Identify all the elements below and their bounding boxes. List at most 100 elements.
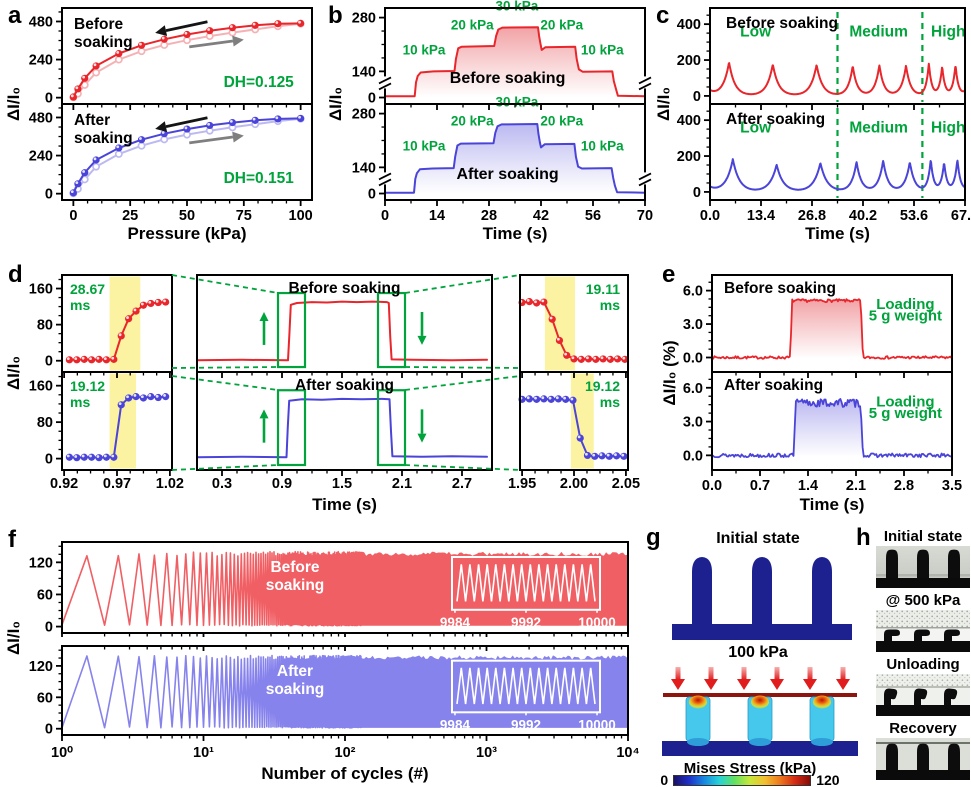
svg-text:1.95: 1.95 — [508, 476, 536, 492]
svg-text:14: 14 — [429, 208, 445, 224]
svg-text:After: After — [74, 112, 110, 129]
svg-text:0.97: 0.97 — [103, 476, 131, 492]
panel-letter-g: g — [646, 524, 661, 551]
svg-text:2.00: 2.00 — [560, 476, 588, 492]
photo-unloading — [876, 674, 970, 716]
svg-text:Before: Before — [270, 559, 319, 576]
svg-text:20 kPa: 20 kPa — [540, 114, 583, 129]
svg-text:0.3: 0.3 — [212, 476, 232, 492]
svg-text:10⁴: 10⁴ — [616, 745, 639, 761]
svg-text:soaking: soaking — [266, 577, 325, 594]
svg-text:70: 70 — [637, 208, 653, 224]
svg-text:240: 240 — [29, 149, 53, 165]
svg-text:High: High — [931, 120, 965, 137]
svg-text:2.7: 2.7 — [452, 476, 472, 492]
svg-text:Loading: Loading — [876, 393, 934, 410]
svg-text:10²: 10² — [335, 745, 356, 761]
panel-d-xlabel: Time (s) — [312, 495, 377, 514]
panel-a: a ΔI/I₀ Before soaking DH=0.125 0 240 480 Afte… — [0, 0, 320, 252]
svg-text:0: 0 — [693, 185, 701, 201]
photo-label-initial: Initial state — [883, 528, 963, 545]
svg-text:After soaking: After soaking — [456, 166, 558, 183]
svg-text:2.8: 2.8 — [894, 478, 914, 494]
svg-text:5 g weight: 5 g weight — [869, 308, 942, 325]
photo-label-unloading: Unloading — [886, 656, 960, 673]
fem-loaded-comb-graphic — [662, 667, 858, 756]
svg-text:0: 0 — [69, 208, 77, 224]
svg-text:Medium: Medium — [849, 24, 908, 41]
panel-d: d ΔI/I₀ 28.67 ms 0 80 160 19.12 ms 0 80 160 Before… — [0, 255, 660, 520]
svg-text:0.0: 0.0 — [702, 478, 722, 494]
svg-text:3.0: 3.0 — [683, 317, 703, 333]
svg-text:0: 0 — [45, 91, 53, 107]
panel-a-xlabel: Pressure (kPa) — [127, 224, 247, 243]
svg-text:ms: ms — [600, 394, 620, 410]
svg-text:0: 0 — [381, 208, 389, 224]
fem-initial-state-title: Initial state — [716, 530, 800, 547]
svg-text:soaking: soaking — [74, 34, 133, 51]
svg-text:1.02: 1.02 — [156, 476, 184, 492]
panel-h: h Initial state @ 500 kPa Unloading — [856, 520, 971, 787]
svg-text:20 kPa: 20 kPa — [451, 18, 494, 33]
colorbar-title: Mises Stress (kPa) — [683, 760, 817, 777]
svg-text:9984: 9984 — [440, 615, 471, 630]
svg-text:120: 120 — [29, 555, 53, 571]
svg-text:ms: ms — [70, 394, 90, 410]
photo-initial-state — [876, 546, 970, 588]
svg-text:10 kPa: 10 kPa — [581, 42, 624, 57]
series-unloading — [69, 114, 305, 197]
svg-text:10⁰: 10⁰ — [51, 745, 73, 761]
svg-text:Low: Low — [740, 120, 772, 137]
svg-text:30 kPa: 30 kPa — [495, 0, 538, 13]
svg-text:400: 400 — [677, 17, 701, 33]
svg-text:5 g weight: 5 g weight — [869, 405, 942, 422]
svg-text:soaking: soaking — [74, 130, 133, 147]
svg-text:240: 240 — [29, 53, 53, 69]
svg-text:2.1: 2.1 — [392, 476, 412, 492]
svg-text:0.92: 0.92 — [50, 476, 78, 492]
pillar-shape — [812, 557, 832, 624]
svg-text:Before soaking: Before soaking — [289, 280, 401, 297]
panel-f: f ΔI/I₀ 9984 9992 10000 Before soaking 0 60 120… — [0, 520, 660, 787]
svg-text:0.9: 0.9 — [272, 476, 292, 492]
svg-text:10000: 10000 — [578, 615, 616, 630]
svg-text:140: 140 — [352, 64, 376, 80]
svg-text:10 kPa: 10 kPa — [403, 138, 446, 153]
svg-text:Before soaking: Before soaking — [724, 280, 836, 297]
svg-text:140: 140 — [352, 160, 376, 176]
svg-text:6.0: 6.0 — [683, 284, 703, 300]
panel-letter-e: e — [662, 261, 676, 288]
svg-text:0: 0 — [45, 722, 53, 738]
svg-text:2.1: 2.1 — [846, 478, 866, 494]
svg-text:High: High — [931, 24, 965, 41]
svg-text:After soaking: After soaking — [295, 377, 394, 394]
stressed-pillars — [685, 695, 835, 742]
pillar-shape — [752, 557, 772, 624]
colorbar-min-label: 0 — [660, 772, 669, 787]
colorbar-max-label: 120 — [816, 772, 840, 787]
panel-letter-b: b — [328, 2, 343, 29]
photo-at-500kpa — [876, 610, 970, 652]
panel-e-xlabel: Time (s) — [799, 495, 865, 514]
svg-text:0: 0 — [45, 452, 53, 468]
svg-text:160: 160 — [29, 282, 53, 298]
panel-c-xlabel: Time (s) — [805, 224, 870, 243]
svg-text:120: 120 — [29, 659, 53, 675]
svg-text:Before soaking: Before soaking — [726, 15, 838, 32]
panel-letter-h: h — [856, 524, 871, 551]
svg-text:480: 480 — [29, 14, 53, 30]
svg-text:42: 42 — [533, 208, 549, 224]
svg-text:9984: 9984 — [440, 717, 471, 732]
panel-letter-a: a — [8, 2, 22, 29]
panel-letter-f: f — [8, 526, 16, 553]
svg-text:30 kPa: 30 kPa — [495, 94, 538, 109]
svg-text:1.5: 1.5 — [332, 476, 352, 492]
svg-text:480: 480 — [29, 110, 53, 126]
svg-text:0.0: 0.0 — [683, 351, 703, 367]
svg-text:10 kPa: 10 kPa — [403, 42, 446, 57]
fem-initial-comb-graphic — [672, 557, 852, 640]
svg-text:50: 50 — [179, 208, 195, 224]
svg-text:13.4: 13.4 — [747, 208, 775, 224]
